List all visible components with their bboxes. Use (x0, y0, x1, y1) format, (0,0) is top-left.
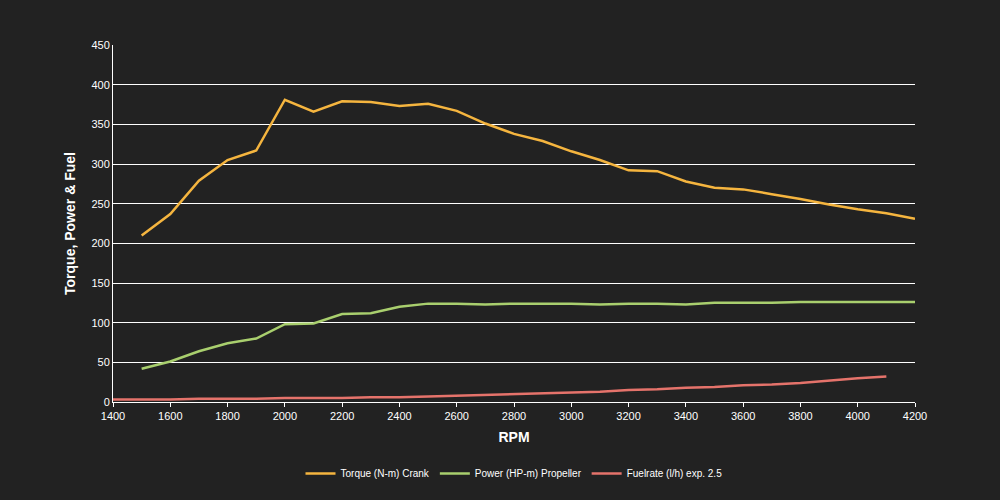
svg-text:RPM: RPM (498, 429, 529, 445)
svg-text:2600: 2600 (444, 410, 468, 422)
svg-text:3200: 3200 (616, 410, 640, 422)
svg-text:Torque, Power & Fuel: Torque, Power & Fuel (62, 152, 78, 295)
svg-text:4000: 4000 (845, 410, 869, 422)
svg-text:1800: 1800 (215, 410, 239, 422)
svg-text:250: 250 (91, 198, 109, 210)
svg-text:1600: 1600 (158, 410, 182, 422)
svg-text:150: 150 (91, 277, 109, 289)
svg-text:3400: 3400 (674, 410, 698, 422)
svg-text:200: 200 (91, 237, 109, 249)
svg-text:2000: 2000 (273, 410, 297, 422)
svg-text:350: 350 (91, 118, 109, 130)
svg-text:3600: 3600 (731, 410, 755, 422)
svg-text:300: 300 (91, 158, 109, 170)
svg-text:2400: 2400 (387, 410, 411, 422)
svg-text:2200: 2200 (330, 410, 354, 422)
svg-text:4200: 4200 (903, 410, 927, 422)
svg-text:400: 400 (91, 79, 109, 91)
svg-text:450: 450 (91, 39, 109, 51)
svg-text:3000: 3000 (559, 410, 583, 422)
svg-text:100: 100 (91, 317, 109, 329)
svg-text:Power (HP-m) Propeller: Power (HP-m) Propeller (475, 468, 582, 479)
svg-text:Fuelrate (l/h) exp. 2.5: Fuelrate (l/h) exp. 2.5 (627, 468, 722, 479)
svg-text:50: 50 (98, 356, 110, 368)
svg-text:2800: 2800 (502, 410, 526, 422)
svg-text:3800: 3800 (788, 410, 812, 422)
svg-text:1400: 1400 (101, 410, 125, 422)
svg-text:Torque (N-m) Crank: Torque (N-m) Crank (341, 468, 430, 479)
svg-text:0: 0 (104, 396, 110, 408)
